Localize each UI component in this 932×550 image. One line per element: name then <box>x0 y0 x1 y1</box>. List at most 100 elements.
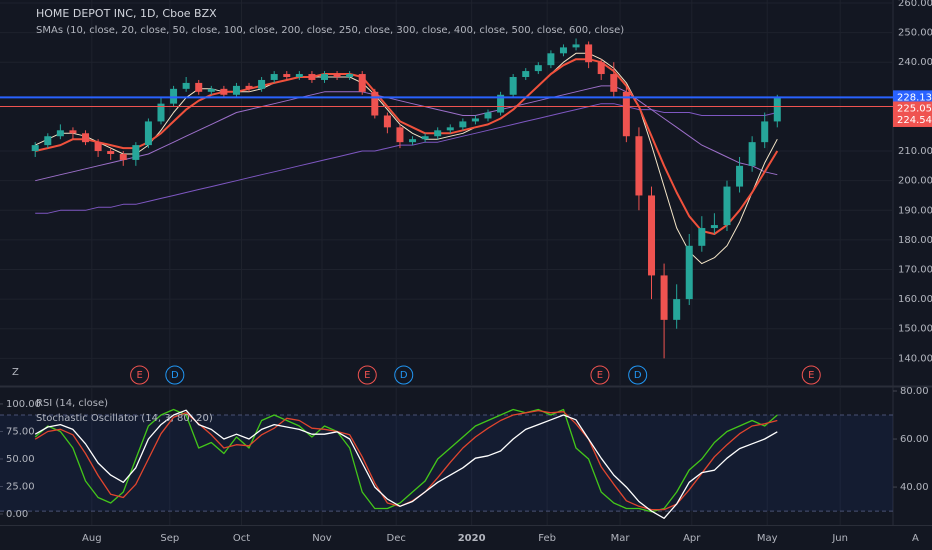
sma-line <box>35 85 778 182</box>
candle-body <box>723 186 731 226</box>
event-marker <box>357 365 377 385</box>
event-label: E <box>808 370 814 381</box>
sma-line <box>34 52 778 265</box>
y-tick-label: 240.00 <box>898 57 932 68</box>
oscillator-pane <box>0 386 893 525</box>
candle-body <box>484 112 492 119</box>
candle-body <box>44 136 52 146</box>
price-label-bg <box>893 90 932 105</box>
x-tick-label: Dec <box>387 533 406 544</box>
y-tick-label: 210.00 <box>898 146 932 157</box>
event-marker <box>394 365 414 385</box>
candle-body <box>232 85 240 95</box>
y-tick-label: 190.00 <box>898 205 932 216</box>
price-label-bg <box>893 101 932 116</box>
x-tick-label: Jun <box>831 533 848 544</box>
candle-body <box>559 47 567 54</box>
candle-body <box>534 65 542 72</box>
sma-line <box>34 58 779 235</box>
candle-body <box>31 145 39 152</box>
candle-body <box>195 82 203 92</box>
candle-body <box>622 91 630 137</box>
candle-body <box>396 127 404 143</box>
candle-body <box>283 74 291 77</box>
y2-tick-label: 60.00 <box>900 434 929 445</box>
candle-body <box>358 74 366 92</box>
event-marker <box>165 365 185 385</box>
candle-body <box>371 91 379 116</box>
y-tick-label: 160.00 <box>898 294 932 305</box>
candle-body <box>270 74 278 80</box>
candle-body <box>207 88 215 92</box>
y-tick-label: 0.00 <box>6 509 28 520</box>
price-label: 228.13 <box>897 92 932 103</box>
candle-body <box>144 121 152 146</box>
stoch-title: Stochastic Oscillator (14, 3, 80, 20) <box>36 413 213 424</box>
event-marker <box>628 365 648 385</box>
scale-button[interactable]: Z <box>12 367 19 378</box>
x-tick-label: Sep <box>160 533 179 544</box>
x-tick-label: Apr <box>683 533 701 544</box>
candle-body <box>648 195 656 276</box>
candle-body <box>94 142 102 152</box>
y-tick-label: 140.00 <box>898 353 932 364</box>
candle-body <box>522 71 530 77</box>
candle-body <box>69 130 77 134</box>
scale-button[interactable]: A <box>912 533 919 544</box>
candle-body <box>698 228 706 246</box>
candle-body <box>383 115 391 128</box>
oscillator-line <box>34 408 778 513</box>
price-label: 225.05 <box>897 103 932 114</box>
candle-body <box>295 74 303 77</box>
labels: HOME DEPOT INC, 1D, Cboe BZX SMAs (10, c… <box>6 0 932 544</box>
x-tick-label: Feb <box>538 533 556 544</box>
candle-body <box>132 145 140 160</box>
candle-body <box>673 299 681 320</box>
candle-body <box>585 44 593 63</box>
candle-body <box>308 74 316 80</box>
candle-body <box>610 74 618 92</box>
x-tick-label: Nov <box>312 533 332 544</box>
candle-body <box>157 103 165 122</box>
x-tick-label: May <box>757 533 778 544</box>
candle-body <box>497 94 505 113</box>
y-tick-label: 200.00 <box>898 176 932 187</box>
candle-body <box>333 74 341 77</box>
x-tick-label: Aug <box>82 533 102 544</box>
candle-body <box>660 275 668 320</box>
event-label: D <box>634 370 642 381</box>
candle-body <box>471 118 479 122</box>
candle-body <box>346 74 354 77</box>
y-tick-label: 250.00 <box>898 28 932 39</box>
candle-body <box>685 245 693 300</box>
event-label: D <box>400 370 408 381</box>
candle-body <box>258 79 266 89</box>
y-tick-label: 180.00 <box>898 235 932 246</box>
y2-tick-label: 80.00 <box>900 386 929 397</box>
marks <box>0 38 893 519</box>
event-marker <box>801 365 821 385</box>
candle-body <box>421 136 429 140</box>
candle-body <box>82 133 90 143</box>
candle-body <box>736 165 744 187</box>
candle-body <box>547 53 555 66</box>
event-label: E <box>597 370 603 381</box>
price-label-bg <box>893 112 932 127</box>
y-tick-label: 25.00 <box>6 481 35 492</box>
event-label: E <box>136 370 142 381</box>
candle-body <box>119 154 127 160</box>
candle-body <box>409 139 417 143</box>
candle-body <box>220 88 228 95</box>
candle-body <box>182 82 190 89</box>
candle-body <box>446 127 454 131</box>
candle-body <box>597 62 605 75</box>
sma-line <box>35 103 778 214</box>
candle-body <box>434 130 442 137</box>
oscillator-line <box>34 409 778 519</box>
y2-tick-label: 40.00 <box>900 482 929 493</box>
candle-body <box>107 151 115 154</box>
y-tick-label: 50.00 <box>6 454 35 465</box>
y-tick-label: 170.00 <box>898 265 932 276</box>
x-tick-label: Mar <box>611 533 631 544</box>
candle-body <box>245 85 253 89</box>
